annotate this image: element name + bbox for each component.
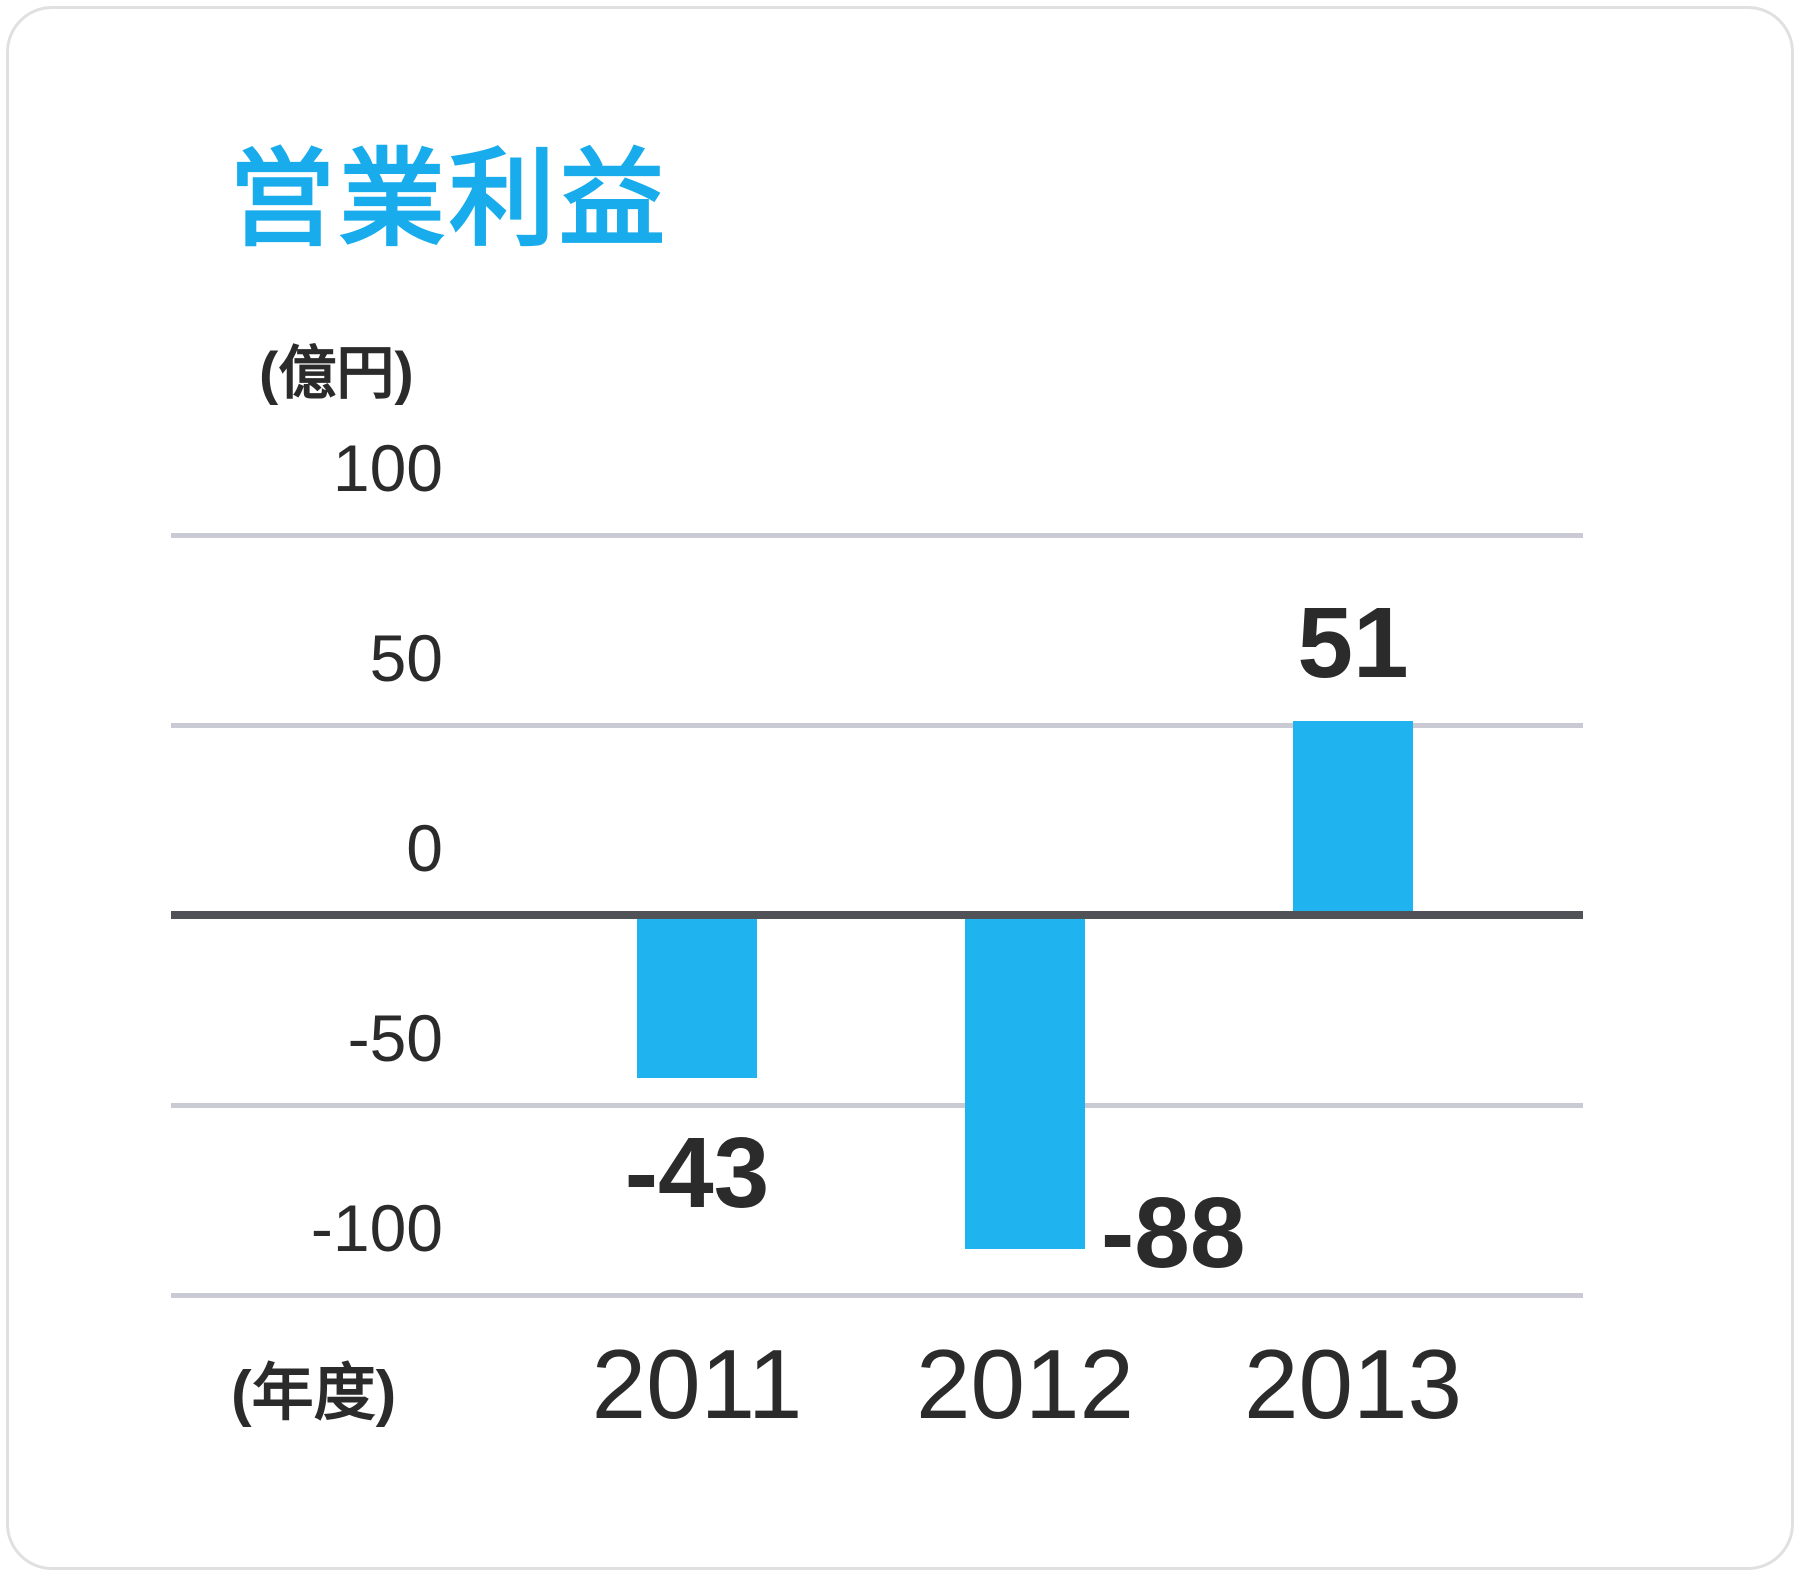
zero-axis-line <box>171 911 1583 919</box>
y-tick-label-100: 100 <box>332 431 443 505</box>
gridline-50 <box>171 723 1583 728</box>
y-axis-unit-label: (億円) <box>259 341 414 406</box>
value-label-2013: 51 <box>1297 587 1409 700</box>
y-tick-label--50: -50 <box>347 1001 443 1075</box>
gridline--100 <box>171 1293 1583 1298</box>
gridline-100 <box>171 533 1583 538</box>
bar-2011 <box>637 915 757 1079</box>
gridline--50 <box>171 1103 1583 1108</box>
x-axis-label: (年度) <box>231 1359 397 1428</box>
bar-2012 <box>965 915 1085 1250</box>
chart-card: 営業利益 (億円) (年度) 100 50 0 -50 -100 -43 -88 51 2011… <box>6 6 1794 1570</box>
bar-2013 <box>1293 721 1413 915</box>
x-tick-label-2013: 2013 <box>1243 1329 1462 1439</box>
x-tick-label-2012: 2012 <box>915 1329 1134 1439</box>
y-tick-label-50: 50 <box>369 621 443 695</box>
y-tick-label--100: -100 <box>310 1191 443 1265</box>
value-label-2012: -88 <box>1101 1177 1246 1290</box>
value-label-2011: -43 <box>624 1117 770 1230</box>
chart-title: 営業利益 <box>229 141 669 259</box>
x-tick-label-2011: 2011 <box>591 1329 803 1439</box>
y-tick-label-0: 0 <box>406 811 443 885</box>
